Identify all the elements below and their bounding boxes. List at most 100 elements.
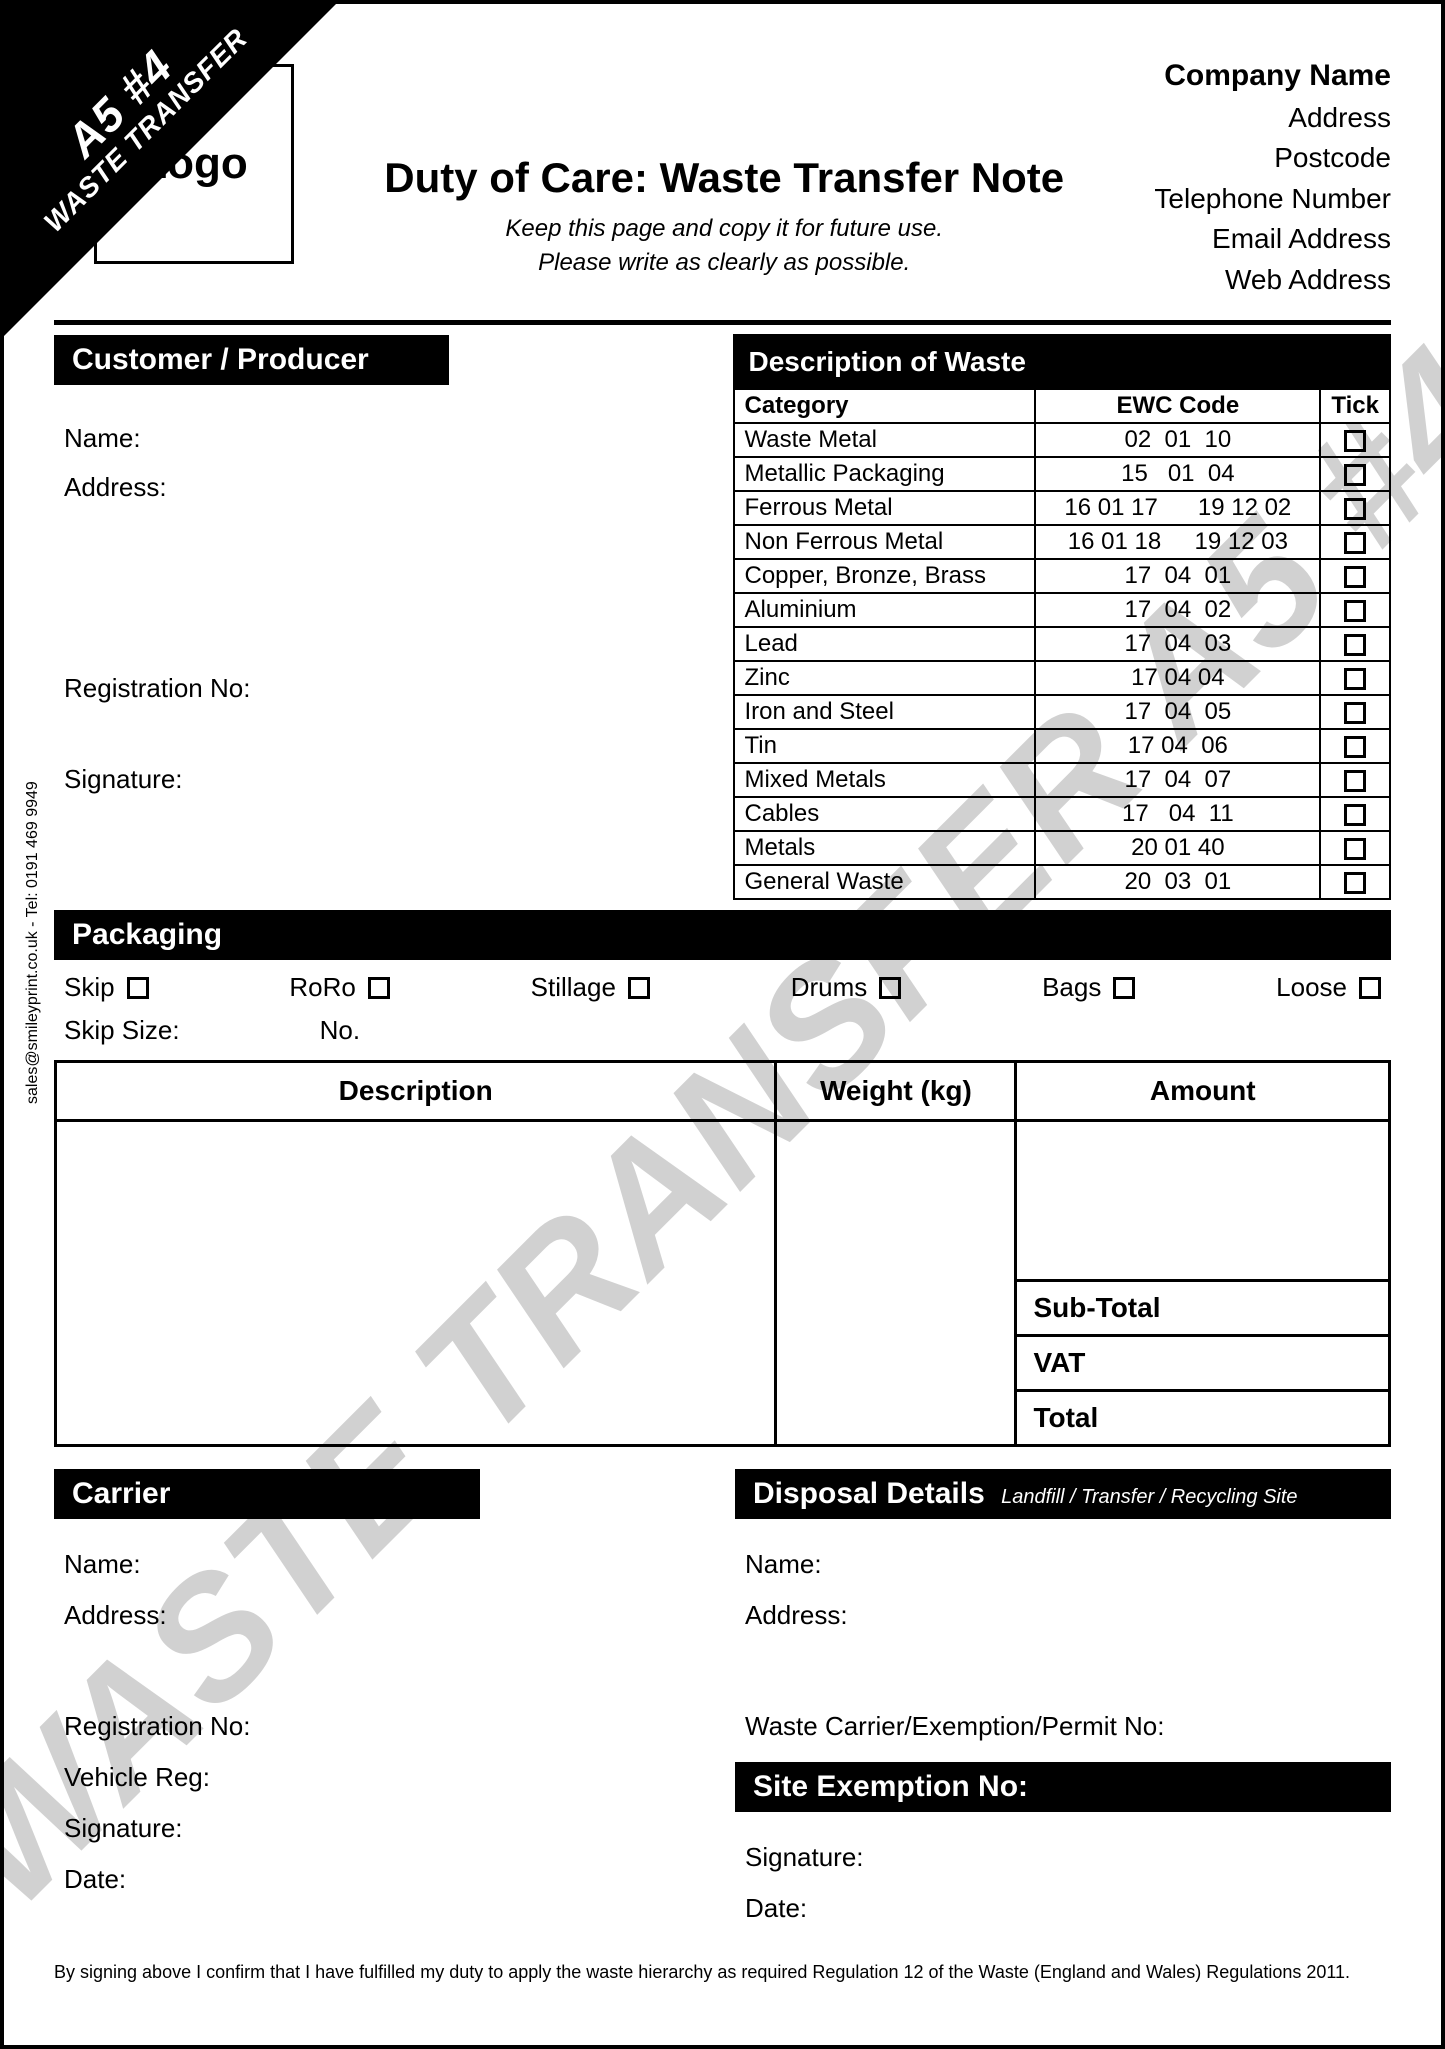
waste-tick[interactable] bbox=[1320, 423, 1390, 457]
waste-code: 17 04 05 bbox=[1035, 695, 1320, 729]
checkbox-icon[interactable] bbox=[1344, 566, 1366, 588]
checkbox-icon[interactable] bbox=[879, 977, 901, 999]
waste-code: 20 01 40 bbox=[1035, 831, 1320, 865]
checkbox-icon[interactable] bbox=[1344, 464, 1366, 486]
waste-code: 02 01 10 bbox=[1035, 423, 1320, 457]
waste-tick[interactable] bbox=[1320, 627, 1390, 661]
waste-row: Zinc 17 04 04 bbox=[734, 661, 1391, 695]
waste-row: Non Ferrous Metal 16 01 18 19 12 03 bbox=[734, 525, 1391, 559]
waste-row: Mixed Metals 17 04 07 bbox=[734, 763, 1391, 797]
company-postcode: Postcode bbox=[1154, 138, 1391, 179]
dwa-hdr-weight: Weight (kg) bbox=[776, 1062, 1016, 1121]
packaging-option: Loose bbox=[1276, 972, 1381, 1003]
waste-tick[interactable] bbox=[1320, 831, 1390, 865]
subtitle-2: Please write as clearly as possible. bbox=[294, 246, 1154, 280]
side-credit: sales@smileyprint.co.uk - Tel: 0191 469 … bbox=[24, 781, 42, 1104]
packaging-label: Loose bbox=[1276, 972, 1347, 1003]
carrier-date: Date: bbox=[64, 1864, 710, 1895]
waste-cat: Cables bbox=[734, 797, 1036, 831]
waste-cat: Mixed Metals bbox=[734, 763, 1036, 797]
waste-hdr-tick: Tick bbox=[1320, 389, 1390, 423]
waste-cat: Waste Metal bbox=[734, 423, 1036, 457]
waste-row: Metallic Packaging 15 01 04 bbox=[734, 457, 1391, 491]
company-name: Company Name bbox=[1154, 54, 1391, 98]
checkbox-icon[interactable] bbox=[1344, 600, 1366, 622]
subtitle-1: Keep this page and copy it for future us… bbox=[294, 212, 1154, 246]
waste-code: 17 04 11 bbox=[1035, 797, 1320, 831]
checkbox-icon[interactable] bbox=[1344, 770, 1366, 792]
waste-row: Ferrous Metal 16 01 17 19 12 02 bbox=[734, 491, 1391, 525]
checkbox-icon[interactable] bbox=[127, 977, 149, 999]
waste-tick[interactable] bbox=[1320, 593, 1390, 627]
waste-tick[interactable] bbox=[1320, 763, 1390, 797]
checkbox-icon[interactable] bbox=[628, 977, 650, 999]
dwa-desc-cell[interactable] bbox=[56, 1121, 776, 1446]
company-email: Email Address bbox=[1154, 219, 1391, 260]
dwa-hdr-desc: Description bbox=[56, 1062, 776, 1121]
waste-tick[interactable] bbox=[1320, 491, 1390, 525]
checkbox-icon[interactable] bbox=[1344, 498, 1366, 520]
checkbox-icon[interactable] bbox=[1344, 634, 1366, 656]
waste-code: 15 01 04 bbox=[1035, 457, 1320, 491]
packaging-row: Skip RoRo Stillage Drums Bags Loose bbox=[54, 960, 1391, 1011]
waste-row: Lead 17 04 03 bbox=[734, 627, 1391, 661]
disposal-name: Name: bbox=[745, 1549, 1391, 1580]
packaging-label: Bags bbox=[1042, 972, 1101, 1003]
waste-code: 17 04 03 bbox=[1035, 627, 1320, 661]
label-no: No. bbox=[320, 1015, 360, 1046]
waste-row: Waste Metal 02 01 10 bbox=[734, 423, 1391, 457]
label-vat: VAT bbox=[1016, 1336, 1390, 1391]
dwa-weight-cell[interactable] bbox=[776, 1121, 1016, 1446]
waste-tick[interactable] bbox=[1320, 457, 1390, 491]
checkbox-icon[interactable] bbox=[1344, 532, 1366, 554]
packaging-label: Skip bbox=[64, 972, 115, 1003]
label-skip-size: Skip Size: bbox=[64, 1015, 180, 1046]
dwa-amount-cell[interactable] bbox=[1016, 1121, 1390, 1281]
checkbox-icon[interactable] bbox=[1344, 804, 1366, 826]
waste-tick[interactable] bbox=[1320, 865, 1390, 899]
waste-tick[interactable] bbox=[1320, 797, 1390, 831]
waste-tick[interactable] bbox=[1320, 661, 1390, 695]
waste-tick[interactable] bbox=[1320, 525, 1390, 559]
section-waste-desc: Description of Waste bbox=[734, 335, 1391, 389]
waste-tick[interactable] bbox=[1320, 695, 1390, 729]
waste-cat: Non Ferrous Metal bbox=[734, 525, 1036, 559]
waste-code: 20 03 01 bbox=[1035, 865, 1320, 899]
section-packaging: Packaging bbox=[54, 910, 1391, 960]
packaging-option: Stillage bbox=[531, 972, 650, 1003]
waste-tick[interactable] bbox=[1320, 559, 1390, 593]
checkbox-icon[interactable] bbox=[1344, 702, 1366, 724]
checkbox-icon[interactable] bbox=[1344, 668, 1366, 690]
waste-row: Aluminium 17 04 02 bbox=[734, 593, 1391, 627]
waste-row: Cables 17 04 11 bbox=[734, 797, 1391, 831]
dwa-table: Description Weight (kg) Amount Sub-Total… bbox=[54, 1060, 1391, 1447]
waste-row: Copper, Bronze, Brass 17 04 01 bbox=[734, 559, 1391, 593]
checkbox-icon[interactable] bbox=[1344, 838, 1366, 860]
waste-code: 16 01 17 19 12 02 bbox=[1035, 491, 1320, 525]
divider bbox=[54, 320, 1391, 325]
checkbox-icon[interactable] bbox=[1344, 736, 1366, 758]
checkbox-icon[interactable] bbox=[1359, 977, 1381, 999]
carrier-vehiclereg: Vehicle Reg: bbox=[64, 1762, 710, 1793]
company-block: Company Name Address Postcode Telephone … bbox=[1154, 54, 1391, 300]
checkbox-icon[interactable] bbox=[1113, 977, 1135, 999]
disposal-title: Disposal Details bbox=[753, 1477, 985, 1510]
waste-tick[interactable] bbox=[1320, 729, 1390, 763]
page-title: Duty of Care: Waste Transfer Note bbox=[294, 154, 1154, 202]
waste-cat: Ferrous Metal bbox=[734, 491, 1036, 525]
company-web: Web Address bbox=[1154, 260, 1391, 301]
waste-cat: Copper, Bronze, Brass bbox=[734, 559, 1036, 593]
checkbox-icon[interactable] bbox=[1344, 430, 1366, 452]
checkbox-icon[interactable] bbox=[1344, 872, 1366, 894]
waste-cat: Aluminium bbox=[734, 593, 1036, 627]
packaging-label: RoRo bbox=[289, 972, 355, 1003]
packaging-option: Drums bbox=[791, 972, 902, 1003]
waste-cat: Tin bbox=[734, 729, 1036, 763]
waste-cat: Zinc bbox=[734, 661, 1036, 695]
packaging-label: Stillage bbox=[531, 972, 616, 1003]
section-site-exemption: Site Exemption No: bbox=[735, 1762, 1391, 1812]
label-total: Total bbox=[1016, 1391, 1390, 1446]
dwa-hdr-amount: Amount bbox=[1016, 1062, 1390, 1121]
label-regno: Registration No: bbox=[64, 673, 713, 704]
checkbox-icon[interactable] bbox=[368, 977, 390, 999]
